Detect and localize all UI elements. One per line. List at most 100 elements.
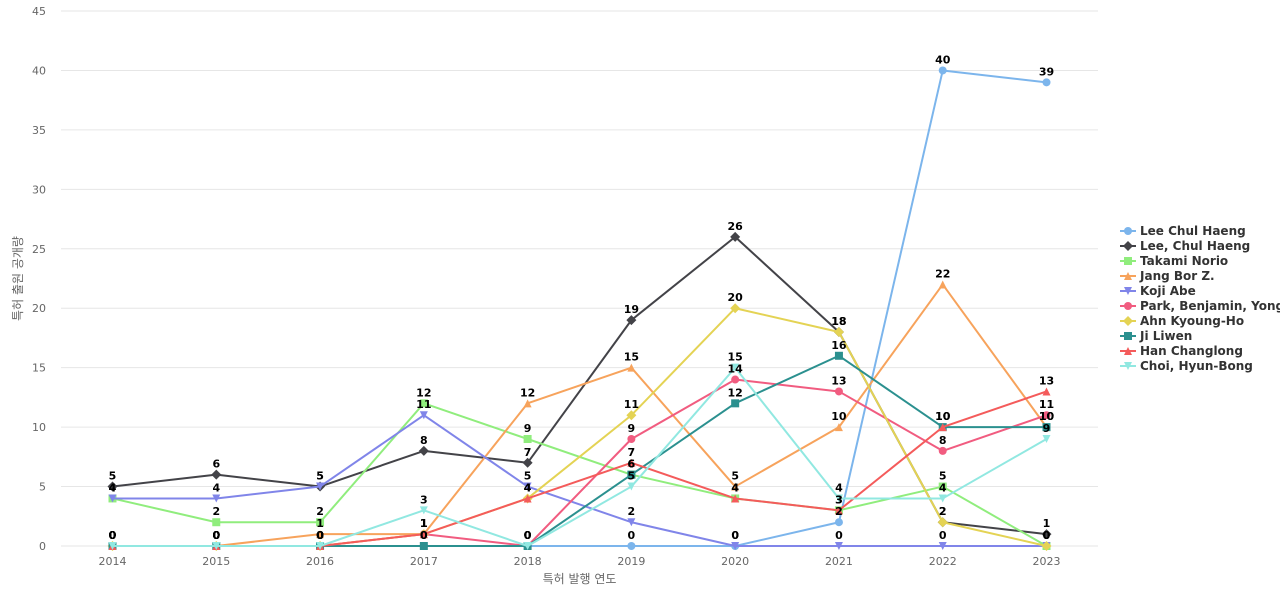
data-point[interactable] xyxy=(523,542,532,550)
data-point[interactable] xyxy=(211,469,222,480)
data-point[interactable] xyxy=(627,518,636,527)
data-point[interactable] xyxy=(938,494,947,503)
data-point[interactable] xyxy=(418,445,429,456)
data-point[interactable] xyxy=(938,446,947,455)
legend-symbol[interactable] xyxy=(1124,347,1132,355)
series-line[interactable] xyxy=(112,378,1047,547)
data-point[interactable] xyxy=(212,542,221,550)
legend-symbol[interactable] xyxy=(1124,332,1132,340)
data-point[interactable] xyxy=(731,542,740,550)
data-point[interactable] xyxy=(627,435,636,443)
data-point[interactable] xyxy=(627,470,636,479)
data-point[interactable] xyxy=(834,542,843,550)
data-point[interactable] xyxy=(523,435,532,443)
data-point[interactable] xyxy=(627,482,636,491)
data-point[interactable] xyxy=(212,494,221,503)
legend-symbol[interactable] xyxy=(1123,316,1133,326)
legend-item[interactable]: Takami Norio xyxy=(1120,254,1228,268)
data-point[interactable] xyxy=(1041,529,1052,540)
legend-item[interactable]: Jang Bor Z. xyxy=(1120,269,1215,283)
data-point[interactable] xyxy=(834,506,843,515)
legend-item[interactable]: Lee Chul Haeng xyxy=(1120,224,1246,238)
data-point[interactable] xyxy=(833,327,844,337)
legend-symbol[interactable] xyxy=(1124,362,1132,370)
legend-symbol[interactable] xyxy=(1124,272,1132,280)
data-point[interactable] xyxy=(522,457,533,468)
data-point[interactable] xyxy=(108,542,117,550)
data-point[interactable] xyxy=(627,458,636,467)
legend-item[interactable]: Ahn Kyoung-Ho xyxy=(1120,314,1244,328)
series[interactable] xyxy=(108,351,1051,550)
data-point[interactable] xyxy=(108,494,117,503)
series-line[interactable] xyxy=(112,414,1047,547)
data-point[interactable] xyxy=(627,363,636,372)
legend-symbol[interactable] xyxy=(1123,241,1133,251)
data-point[interactable] xyxy=(627,542,636,550)
series[interactable] xyxy=(108,399,1051,550)
data-point[interactable] xyxy=(316,482,325,491)
data-point[interactable] xyxy=(419,542,428,550)
data-point[interactable] xyxy=(731,482,740,491)
data-label: 9 xyxy=(628,422,636,435)
data-point[interactable] xyxy=(938,280,947,289)
data-point[interactable] xyxy=(1042,411,1051,420)
x-axis-title: 특허 발행 연도 xyxy=(543,571,617,586)
series-line[interactable] xyxy=(112,366,1047,547)
data-point[interactable] xyxy=(626,315,637,326)
legend-item[interactable]: Choi, Hyun-Bong xyxy=(1120,359,1253,373)
legend-item[interactable]: Park, Benjamin, Yong xyxy=(1120,299,1280,313)
legend-symbol[interactable] xyxy=(1124,287,1132,295)
series-line[interactable] xyxy=(112,402,1047,547)
data-label: 5 xyxy=(524,470,532,483)
data-label: 16 xyxy=(831,339,847,352)
data-point[interactable] xyxy=(1042,435,1051,443)
series[interactable] xyxy=(108,387,1051,550)
series-line[interactable] xyxy=(112,354,1047,547)
data-point[interactable] xyxy=(834,387,843,396)
series[interactable] xyxy=(108,363,1051,550)
legend-item[interactable]: Ji Liwen xyxy=(1120,329,1192,343)
data-point[interactable] xyxy=(731,494,740,503)
data-point[interactable] xyxy=(1041,541,1052,551)
data-point[interactable] xyxy=(938,482,947,491)
data-point[interactable] xyxy=(523,494,532,503)
data-point[interactable] xyxy=(834,518,843,527)
legend-symbol[interactable] xyxy=(1124,227,1132,235)
data-point[interactable] xyxy=(107,481,118,492)
data-point[interactable] xyxy=(1042,423,1051,432)
data-point[interactable] xyxy=(731,363,740,372)
data-point[interactable] xyxy=(626,410,637,421)
data-point[interactable] xyxy=(523,399,532,408)
data-point[interactable] xyxy=(316,518,325,527)
data-label: 0 xyxy=(109,529,117,542)
legend-item[interactable]: Koji Abe xyxy=(1120,284,1196,298)
data-point[interactable] xyxy=(316,542,325,550)
data-point[interactable] xyxy=(938,542,947,550)
data-point[interactable] xyxy=(316,530,325,539)
data-label: 4 xyxy=(835,481,843,494)
data-point[interactable] xyxy=(419,399,428,408)
data-point[interactable] xyxy=(419,530,428,539)
data-point[interactable] xyxy=(730,231,741,242)
data-point[interactable] xyxy=(730,303,741,314)
data-point[interactable] xyxy=(212,518,221,527)
data-point[interactable] xyxy=(1042,387,1051,396)
legend-symbol[interactable] xyxy=(1124,302,1132,310)
legend-item[interactable]: Lee, Chul Haeng xyxy=(1120,239,1250,253)
legend-symbol[interactable] xyxy=(1124,257,1132,265)
data-point[interactable] xyxy=(419,506,428,515)
data-point[interactable] xyxy=(731,375,740,384)
data-point[interactable] xyxy=(523,482,532,491)
data-point[interactable] xyxy=(834,494,843,503)
data-point[interactable] xyxy=(834,423,843,432)
data-point[interactable] xyxy=(1042,78,1051,87)
data-point[interactable] xyxy=(834,351,843,360)
data-point[interactable] xyxy=(731,399,740,408)
data-point[interactable] xyxy=(938,423,947,432)
data-point[interactable] xyxy=(419,411,428,420)
series-line[interactable] xyxy=(112,283,1048,547)
legend-item[interactable]: Han Changlong xyxy=(1120,344,1243,358)
data-point[interactable] xyxy=(937,517,948,528)
data-point[interactable] xyxy=(938,66,947,75)
